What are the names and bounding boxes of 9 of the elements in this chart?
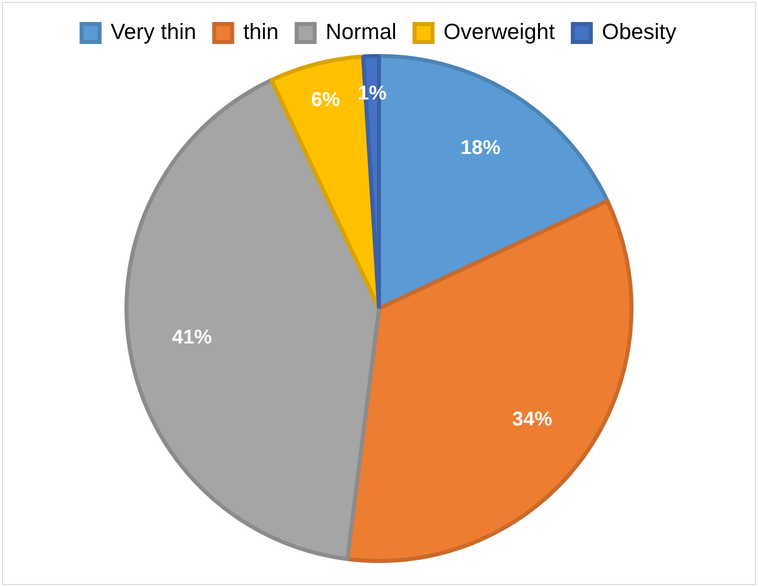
legend-label: Overweight	[444, 19, 555, 44]
legend-label: Very thin	[110, 19, 196, 44]
legend-label: thin	[243, 19, 279, 44]
data-label: 6%	[311, 89, 340, 112]
legend-label: Obesity	[602, 19, 676, 44]
data-label: 18%	[460, 137, 501, 160]
legend-label: Normal	[326, 19, 397, 44]
data-label: 34%	[512, 408, 552, 430]
data-label: 41%	[172, 326, 212, 349]
